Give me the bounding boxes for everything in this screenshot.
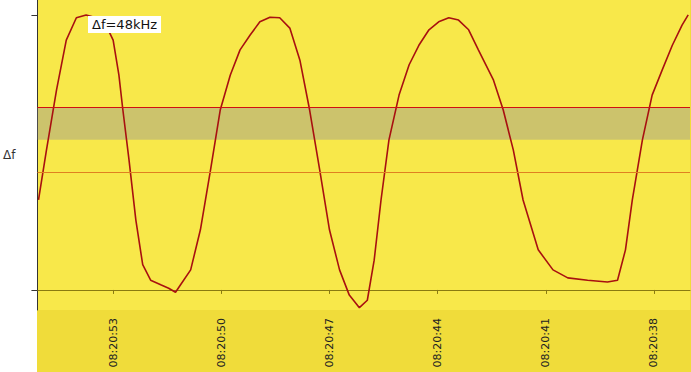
svg-text:08:20:53: 08:20:53 [107, 318, 120, 367]
svg-text:08:20:47: 08:20:47 [323, 318, 336, 367]
svg-text:08:20:38: 08:20:38 [647, 318, 660, 367]
svg-text:08:20:50: 08:20:50 [215, 318, 228, 367]
svg-text:Δf=48kHz: Δf=48kHz [92, 17, 157, 32]
svg-text:Δf: Δf [3, 148, 16, 162]
svg-text:08:20:41: 08:20:41 [539, 318, 552, 367]
svg-text:08:20:44: 08:20:44 [431, 318, 444, 367]
